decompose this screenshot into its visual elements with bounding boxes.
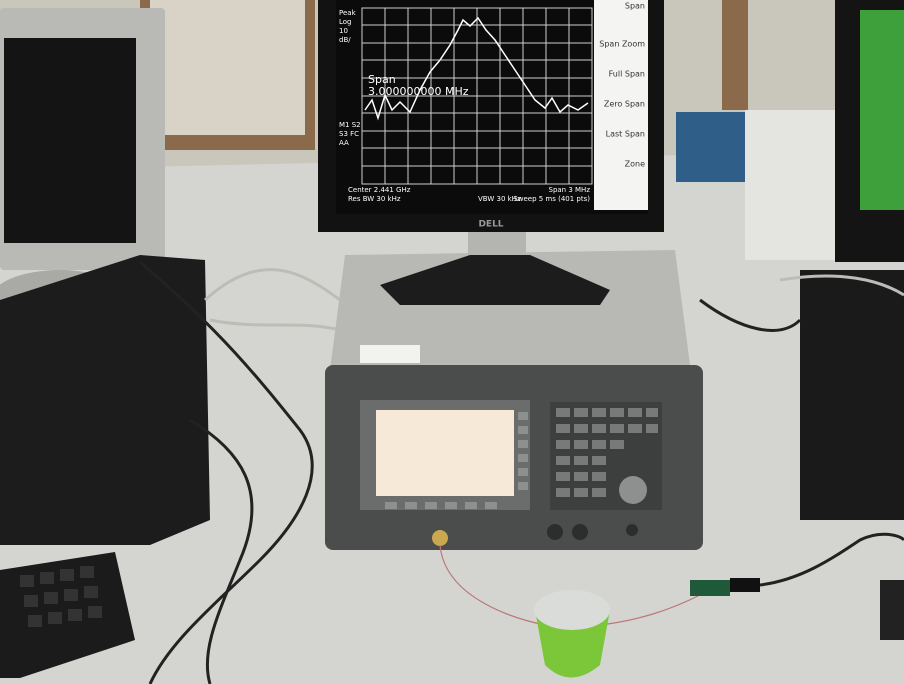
monitor-brand: DELL (478, 220, 503, 230)
softkeys: Span Span Zoom Full Span Zero Span Last … (599, 2, 645, 169)
left-monitor-screen (4, 38, 136, 243)
footer-text: Center 2.441 GHz (348, 186, 411, 194)
port-1 (547, 524, 563, 540)
softkey: Full Span (609, 70, 645, 79)
display-softkeys (385, 412, 528, 509)
rf-connector (432, 530, 448, 546)
header-text: Log (339, 18, 352, 26)
span-value: 3.000000000 MHz (368, 85, 469, 98)
right-monitor-screen (860, 10, 904, 210)
softkey: Span Zoom (599, 40, 645, 49)
screen-text: Peak Log 10 dB/ M1 S2 S3 FC AA Span 3.00… (339, 9, 590, 203)
blue-box (676, 112, 752, 182)
spectrum-trace (364, 16, 589, 121)
header-text: dB/ (339, 36, 351, 44)
green-device-top (534, 590, 610, 630)
usb-board (690, 580, 730, 596)
marker-text: M1 S2 (339, 121, 361, 129)
thin-wires (439, 544, 701, 626)
footer-text: Sweep 5 ms (401 pts) (513, 195, 590, 203)
footer-text: VBW 30 kHz (478, 195, 521, 203)
monitor-base (380, 255, 610, 305)
picture-inner (150, 0, 305, 135)
footer-text: Res BW 30 kHz (348, 195, 401, 203)
header-text: 10 (339, 27, 348, 35)
marker-text: AA (339, 139, 349, 147)
header-text: Peak (339, 9, 357, 17)
right-pc (800, 270, 904, 520)
footer-text: Span 3 MHz (549, 186, 591, 194)
softkey: Zero Span (604, 100, 645, 109)
port-3 (626, 524, 638, 536)
label-sticker (360, 345, 420, 363)
softkey-panel (594, 0, 648, 210)
usb-plug (730, 578, 760, 592)
keyboard-keys (20, 566, 102, 627)
analyzer-knob (619, 476, 647, 504)
softkey: Last Span (606, 130, 645, 139)
span-label: Span (368, 73, 396, 86)
softkey: Zone (625, 160, 645, 169)
right-object (880, 580, 904, 640)
left-pc (0, 255, 210, 545)
frame-right (722, 0, 748, 110)
cables (139, 260, 904, 684)
port-2 (572, 524, 588, 540)
softkey: Span (625, 2, 645, 11)
analyzer-display (376, 410, 514, 496)
marker-text: S3 FC (339, 130, 359, 138)
grey-cables (203, 268, 904, 332)
